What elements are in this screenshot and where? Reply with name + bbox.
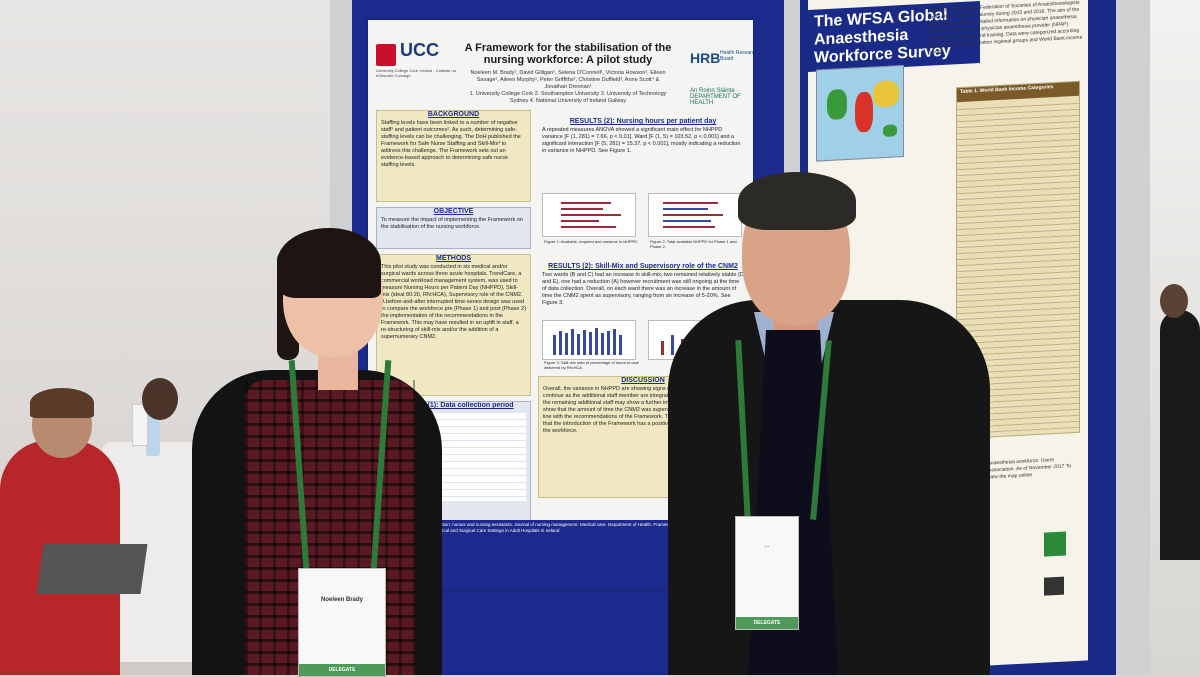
badge-delegate-label: DELEGATE	[736, 617, 798, 629]
background-heading: BACKGROUND	[427, 111, 480, 118]
discussion-text: Overall, the variance in NHPPD are showi…	[543, 386, 742, 434]
bystander-hair	[30, 388, 94, 418]
poster2-footer-text: anaesthesia workforce. Users Association…	[988, 457, 1072, 481]
figure2-caption: Figure 2: Total available NHPPD for Phas…	[650, 239, 737, 249]
figure1-bar	[561, 214, 621, 216]
results1-heading: RESULTS (1): Data collection period	[393, 402, 514, 409]
figure2-chart	[648, 193, 742, 237]
figures-row-1: Figure 1: Available, required and varian…	[538, 191, 748, 263]
figure1-caption: Figure 1: Available, required and varian…	[544, 239, 639, 244]
woman-plaid-dress	[245, 380, 415, 675]
background-section: BACKGROUND Staffing levels have been lin…	[376, 110, 531, 202]
objective-text: To measure the impact of implementing th…	[381, 217, 523, 230]
author-list: Noeleen M. Brady¹, David Gilligan¹, Sele…	[470, 70, 666, 90]
ucc-crest-icon	[376, 44, 396, 66]
figure3-bar	[565, 333, 568, 355]
methods-heading: METHODS	[436, 255, 471, 262]
hrb-logo-subtitle: Health Research Board	[720, 50, 753, 62]
map-continent	[873, 80, 899, 108]
background-text: Staffing levels have been linked to a nu…	[381, 120, 521, 168]
figure3-bar	[583, 330, 586, 355]
figure2-bar	[663, 214, 723, 216]
affiliations: 1. University College Cork 2. Southampto…	[469, 91, 667, 104]
bystander-head	[1160, 284, 1188, 318]
figure3-caption: Figure 3: Skill-mix ratio of percentage …	[544, 360, 640, 370]
woman-badge-name: Noeleen Brady	[320, 597, 363, 603]
figure1-bar	[561, 226, 616, 228]
man-hair	[738, 172, 856, 230]
figure1-chart	[542, 193, 636, 237]
figure3-bar	[571, 329, 574, 355]
world-map	[816, 64, 904, 162]
figure2-bar	[663, 220, 711, 222]
figure3-chart	[542, 320, 636, 360]
ucc-logo-text: UCC	[400, 40, 439, 60]
figure3-bar	[577, 334, 580, 355]
poster-frame-right	[1116, 0, 1150, 675]
man-name-badge: ... DELEGATE	[735, 516, 799, 630]
results3-heading: RESULTS (2): Skill-Mix and Supervisory r…	[548, 263, 738, 270]
figure1-bar	[561, 220, 599, 222]
figure2-bar	[663, 226, 715, 228]
results2-text: A repeated measures ANOVA showed a signi…	[542, 127, 741, 154]
country-flag-icon	[1044, 531, 1066, 557]
figure2-bar	[663, 202, 718, 204]
bystander-standing	[1160, 310, 1200, 560]
map-continent	[855, 91, 873, 133]
map-continent	[827, 88, 847, 121]
methods-text: This pilot study was conducted in six me…	[381, 264, 526, 340]
figure4-bar	[671, 335, 674, 355]
laptop	[36, 544, 148, 594]
results3-text: Two wards (B and C) had an increase in s…	[542, 272, 744, 306]
figure3-bar	[559, 331, 562, 355]
figure3-bar	[619, 335, 622, 355]
figure1-bar	[561, 208, 603, 210]
dept-health-logo: An Roinn Sláinte · DEPARTMENT OF HEALTH	[690, 88, 741, 106]
figure3-bar	[607, 331, 610, 355]
badge-delegate-label: DELEGATE	[299, 664, 385, 676]
woman-name-badge: Noeleen Brady DELEGATE	[298, 568, 386, 677]
figure3-bar	[589, 332, 592, 355]
man-badge-name: ...	[764, 543, 770, 549]
figure3-bar	[553, 335, 556, 355]
poster-title: A Framework for the stabilisation of the…	[464, 42, 672, 66]
references-text: Aiken LH. Staffing and job satisfaction:…	[374, 522, 743, 533]
hrb-logo: HRB	[690, 50, 721, 66]
objective-section: OBJECTIVE To measure the impact of imple…	[376, 207, 531, 249]
poster-authors: Noeleen M. Brady¹, David Gilligan¹, Sele…	[468, 70, 668, 105]
map-continent	[883, 124, 897, 138]
figure3-bar	[601, 333, 604, 355]
ucc-logo: UCC University College Cork, Ireland · C…	[376, 40, 458, 78]
ucc-logo-subtitle: University College Cork, Ireland · Colái…	[376, 68, 456, 78]
figure3-bar	[595, 328, 598, 355]
figure2-bar	[663, 208, 708, 210]
objective-heading: OBJECTIVE	[433, 208, 474, 215]
results2-heading: RESULTS (2): Nursing hours per patient d…	[569, 118, 717, 125]
cup	[132, 404, 148, 446]
discussion-heading: DISCUSSION	[621, 377, 665, 384]
figure3-bar	[613, 329, 616, 355]
bystander-head	[142, 378, 178, 420]
qr-code-icon	[1044, 576, 1064, 596]
figure1-bar	[561, 202, 611, 204]
methods-section: METHODS This pilot study was conducted i…	[376, 254, 531, 396]
figure4-bar	[661, 341, 664, 355]
woman-hair	[277, 228, 381, 298]
